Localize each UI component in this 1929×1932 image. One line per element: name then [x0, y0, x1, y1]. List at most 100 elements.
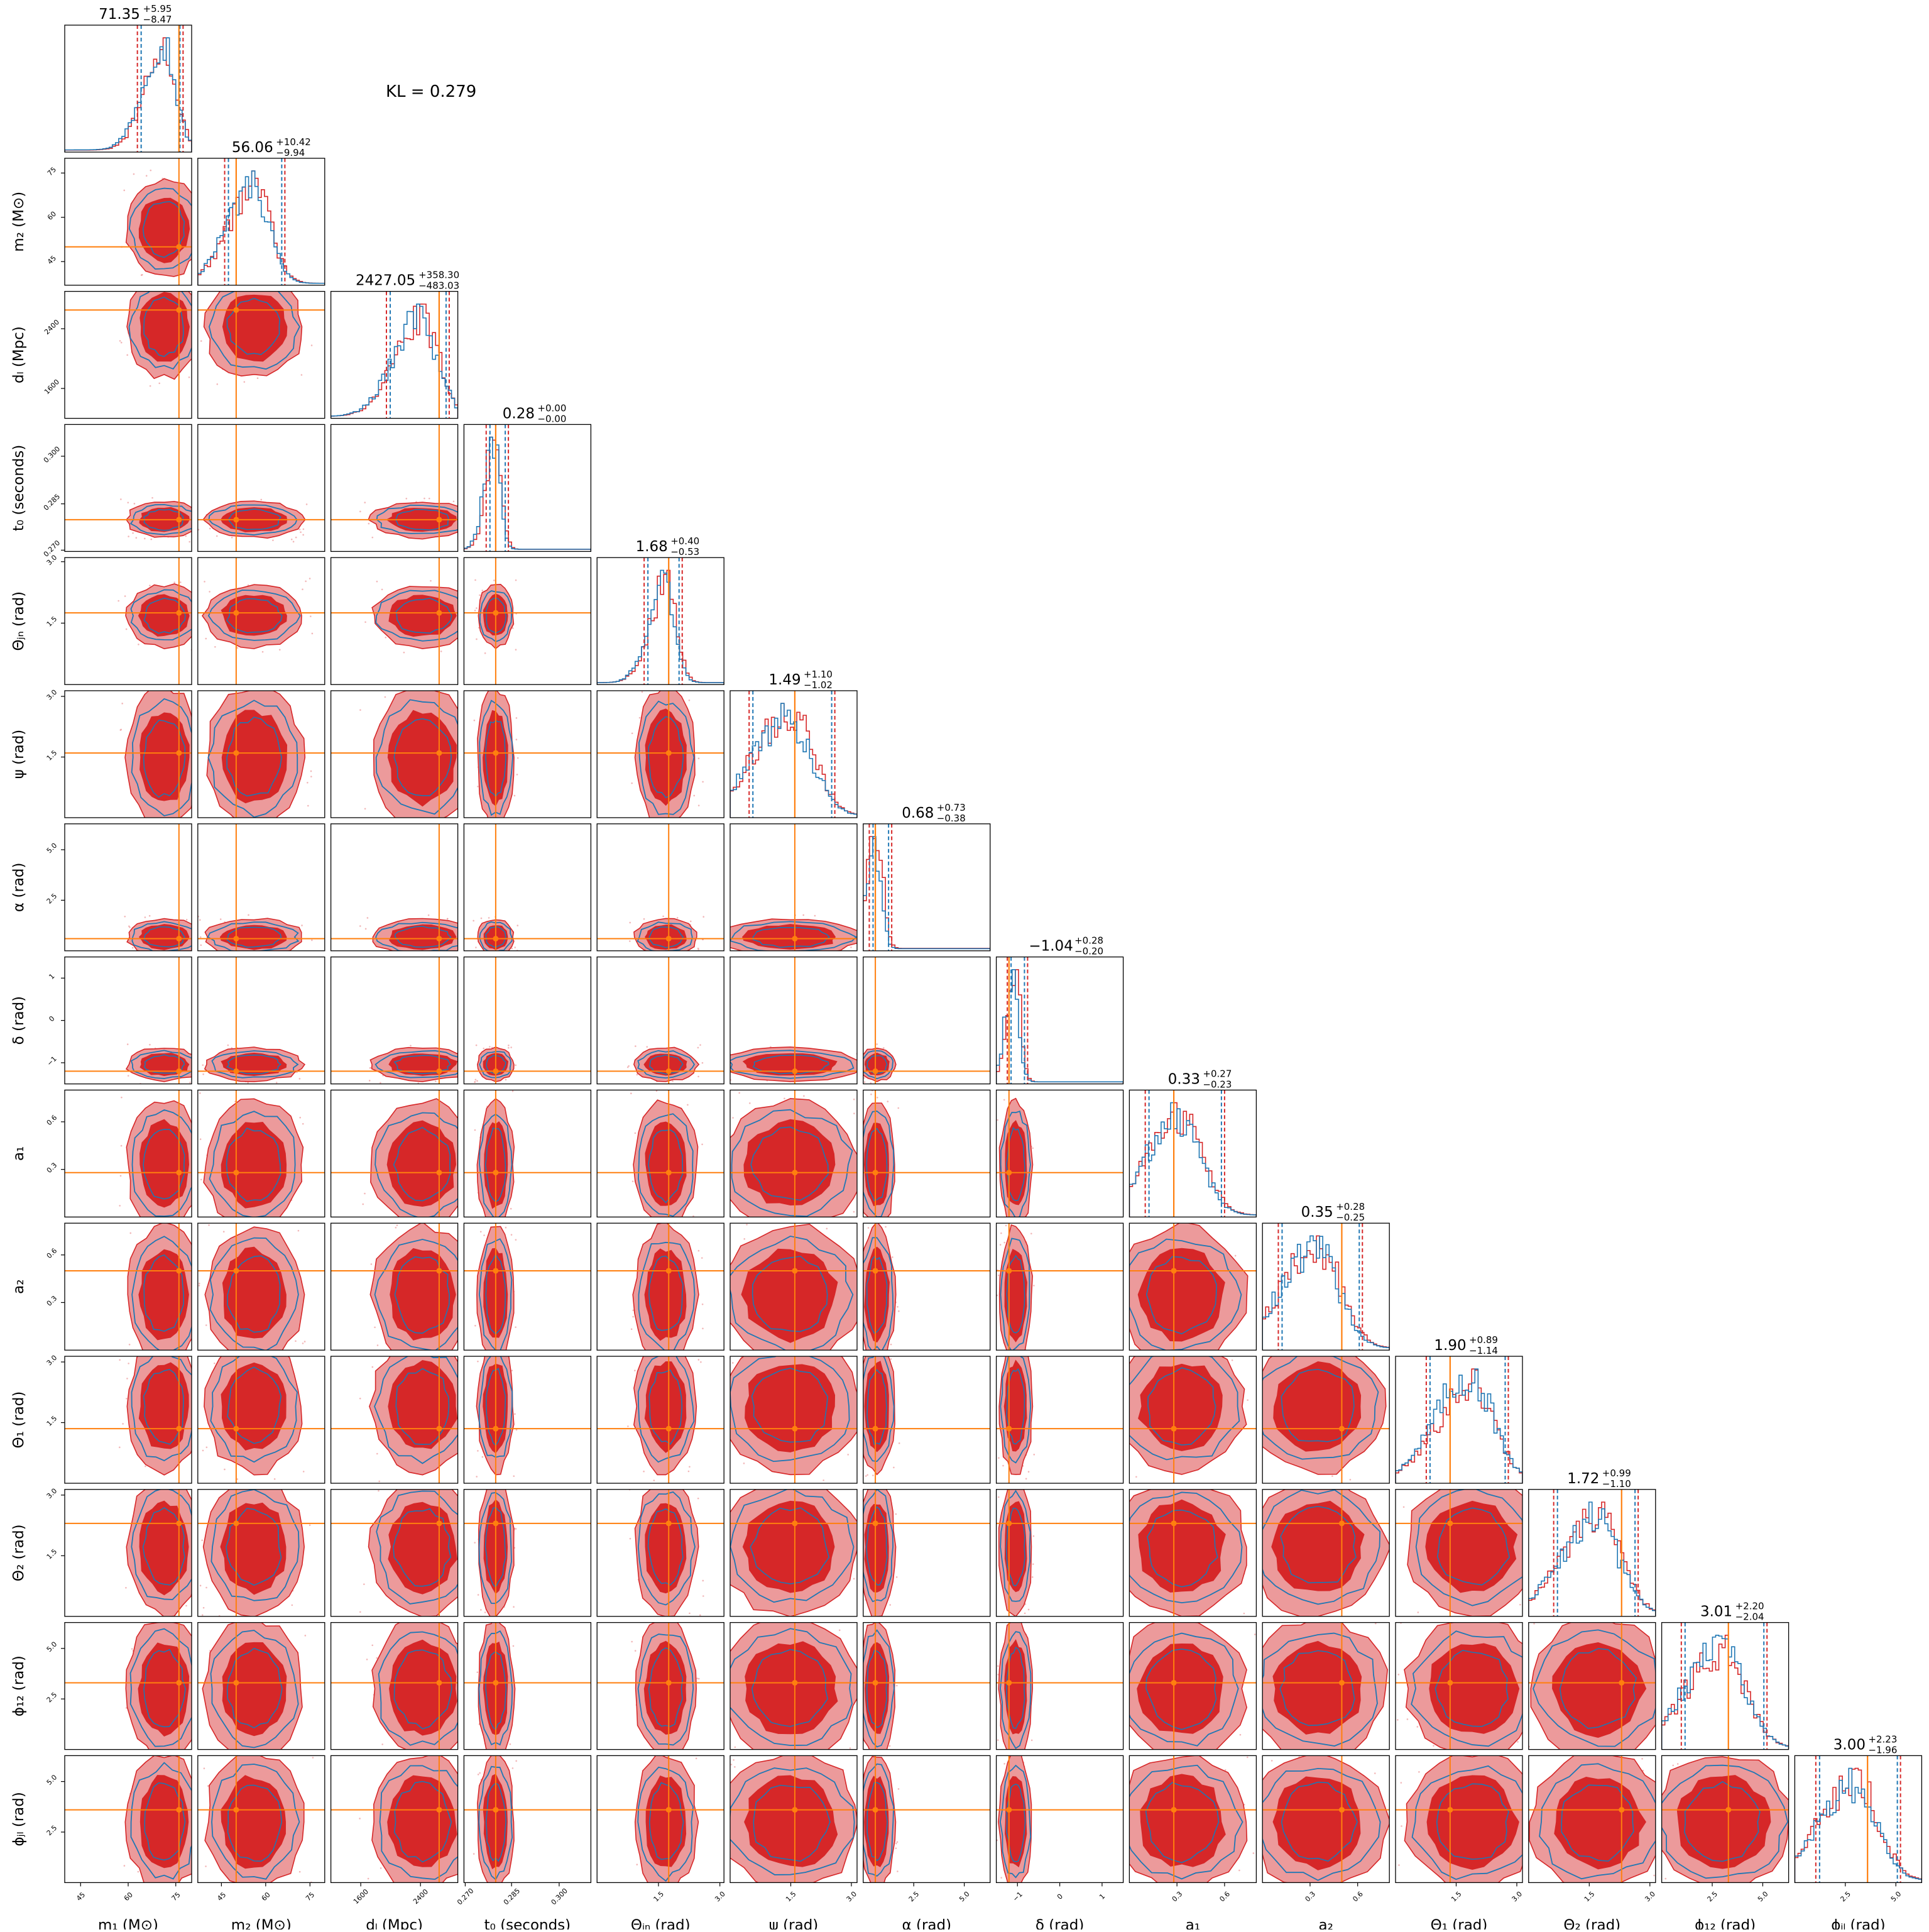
panel-frame — [730, 1489, 858, 1617]
panel-frame — [1794, 1755, 1923, 1884]
panel-frame — [995, 1222, 1124, 1351]
y-axis-label-phijl: ϕⱼₗ (rad) — [11, 1792, 27, 1846]
y-tick-m2: 45 — [46, 254, 58, 266]
truth-point — [1006, 1679, 1012, 1686]
density-contour-blue-inner — [1145, 1256, 1217, 1335]
panel-frame — [463, 823, 592, 952]
density-contour-blue — [129, 1628, 192, 1747]
truth-point — [436, 1170, 442, 1176]
truth-point — [176, 1068, 182, 1074]
density-contour-blue-inner — [866, 1650, 888, 1728]
truth-point — [1006, 1425, 1012, 1432]
y-tick-delta: 0 — [47, 1014, 56, 1023]
x-tick-m2: 75 — [304, 1891, 316, 1902]
panel-frame — [863, 1089, 991, 1218]
density-contour-blue — [478, 1630, 513, 1746]
density-contour-inner — [742, 1500, 835, 1593]
panel-dL-delta — [330, 956, 459, 1085]
density-contour-blue-inner — [1436, 1507, 1511, 1586]
panel-m1-m1: 71.35 +5.95−8.47 — [64, 3, 192, 153]
y-tick-alpha: 2.5 — [45, 892, 59, 906]
density-contour-blue-inner — [226, 1127, 281, 1202]
y-tick-a2: 0.3 — [45, 1294, 59, 1308]
panel-dL-a2 — [330, 1222, 459, 1351]
x-tick-m1: 45 — [75, 1891, 87, 1902]
y-tick-m2: 60 — [46, 210, 58, 222]
density-contour-blue-inner — [866, 1782, 888, 1862]
x-tick-delta: 0 — [1056, 1892, 1064, 1901]
panel-frame — [197, 158, 325, 286]
x-tick-a2: 0.3 — [1304, 1890, 1318, 1904]
y-tick-psi: 3.0 — [45, 688, 59, 702]
panel-frame — [64, 25, 192, 153]
panel-m2-theta1 — [197, 1356, 325, 1484]
panel-frame — [995, 1356, 1124, 1484]
panel-m2-phijl: 45 60 75 m₂ (M⊙) — [197, 1755, 325, 1932]
density-contour-inner — [1272, 1640, 1362, 1735]
x-tick-theta1: 1.5 — [1450, 1890, 1463, 1904]
density-contour-blue — [209, 291, 300, 370]
density-contour-blue-inner — [227, 1255, 281, 1333]
truth-point — [872, 1068, 878, 1074]
panel-frame — [197, 823, 325, 952]
panel-frame — [197, 1755, 325, 1884]
summary-phijl: 3.00 — [1833, 1737, 1866, 1753]
density-contour-blue — [210, 1489, 300, 1601]
panel-frame — [197, 1222, 325, 1351]
density-contour-blue-inner — [1005, 1507, 1025, 1587]
truth-point — [665, 750, 672, 756]
density-contour-inner — [863, 1122, 889, 1207]
density-contour-blue-inner — [227, 1784, 283, 1862]
panel-frame — [863, 1356, 991, 1484]
density-contour-blue-inner — [648, 1255, 684, 1331]
histogram-blue-theta2 — [1528, 1501, 1656, 1616]
truth-point — [176, 1170, 182, 1176]
density-contour-blue-inner — [226, 1647, 283, 1729]
truth-point — [1447, 1679, 1453, 1686]
density-contour-blue-inner — [227, 1366, 282, 1444]
panel-psi-psi: 1.49 +1.10−1.02 — [730, 669, 858, 818]
panel-t0-a1 — [463, 1089, 592, 1218]
panel-a2-phijl: 0.3 0.6 a₂ — [1262, 1755, 1390, 1932]
panel-t0-phijl: 0.270 0.285 0.300 t₀ (seconds) — [456, 1755, 592, 1932]
y-tick-dL: 2400 — [43, 318, 61, 336]
density-contour-inner — [139, 1775, 189, 1869]
summary-plus-theta1: +0.89 — [1469, 1334, 1498, 1346]
histogram-red-theta1 — [1396, 1368, 1522, 1483]
x-axis-label-m2: m₂ (M⊙) — [231, 1917, 292, 1929]
density-contour-blue — [1129, 1632, 1239, 1747]
density-contour-blue-inner — [226, 926, 282, 948]
panel-a1-phijl: 0.3 0.6 a₁ — [1128, 1755, 1257, 1932]
density-contour-blue — [638, 1241, 696, 1351]
panel-frame — [64, 1089, 192, 1218]
panel-phijl-phijl: 3.00 +2.23−1.96 2.5 5.0 ϕⱼₗ (rad) — [1794, 1733, 1923, 1932]
panel-t0-psi — [463, 690, 592, 818]
density-contour-inner — [645, 1503, 687, 1594]
panel-frame — [863, 1222, 991, 1351]
y-tick-alpha: 5.0 — [45, 842, 59, 855]
density-contour-blue — [1262, 1632, 1378, 1747]
density-contour-inner — [1272, 1776, 1361, 1870]
truth-point — [176, 1520, 182, 1527]
panel-frame — [1528, 1755, 1656, 1884]
density-contour-blue-inner — [648, 1782, 684, 1860]
summary-minus-delta: −0.20 — [1074, 946, 1103, 957]
density-contour-blue — [637, 1766, 694, 1882]
panel-m1-alpha: 2.5 5.0 α (rad) — [11, 823, 192, 952]
density-contour-blue-inner — [866, 1506, 888, 1586]
truth-point — [176, 936, 182, 942]
density-contour-blue — [131, 921, 192, 951]
density-contour-inner — [138, 1362, 189, 1449]
panel-frame — [1262, 1755, 1390, 1884]
y-axis-label-a1: a₁ — [11, 1146, 27, 1161]
x-tick-a1: 0.3 — [1171, 1890, 1184, 1904]
panel-frame — [463, 1622, 592, 1750]
density-contour-blue-inner — [1281, 1781, 1358, 1862]
panel-t0-alpha — [463, 823, 592, 952]
summary-plus-psi: +1.10 — [804, 669, 833, 680]
panel-m2-alpha — [197, 823, 325, 952]
density-contour-blue-inner — [648, 926, 684, 948]
density-contour-blue-inner — [395, 1368, 450, 1445]
density-contour-inner — [1137, 1644, 1223, 1734]
panel-frame — [330, 1755, 459, 1884]
